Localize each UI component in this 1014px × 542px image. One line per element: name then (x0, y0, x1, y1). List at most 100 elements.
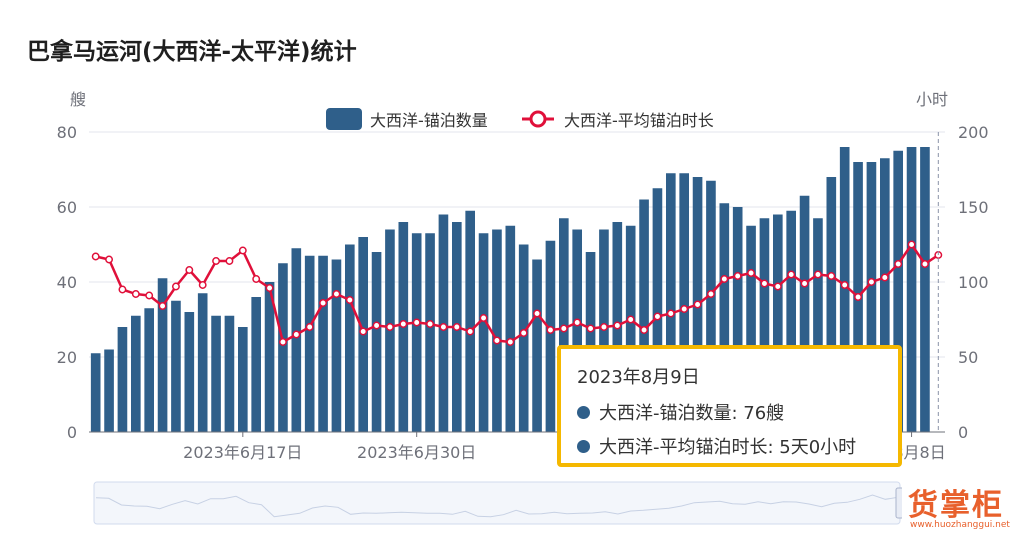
line-point (319, 299, 328, 307)
tooltip-date: 2023年8月9日 (577, 367, 700, 388)
tooltip-duration-text: 大西洋-平均锚泊时长: 5天0小时 (599, 437, 857, 458)
bar (264, 282, 275, 432)
bar (371, 252, 382, 432)
line-point (212, 257, 221, 265)
line-point (292, 330, 301, 339)
line-point (332, 290, 341, 298)
bar (879, 158, 890, 432)
bar (759, 218, 770, 432)
bar (585, 252, 596, 432)
bar (679, 173, 690, 432)
bar (906, 147, 917, 432)
y-right-tick-label: 150 (958, 198, 989, 217)
line-point (171, 282, 180, 291)
chart-title: 巴拿马运河(大西洋-太平洋)统计 (27, 39, 357, 65)
line-point (733, 272, 742, 280)
y-left-tick-label: 40 (57, 273, 77, 292)
line-point (533, 309, 542, 318)
line-point (492, 336, 501, 345)
line-point (840, 281, 849, 289)
bar (572, 229, 583, 432)
line-point (867, 278, 876, 286)
data-zoom-slider (93, 481, 906, 525)
line-point (198, 281, 207, 289)
line-point (640, 326, 649, 334)
line-point (439, 323, 448, 331)
line-point (880, 273, 889, 282)
bar (425, 233, 435, 432)
tooltip: 2023年8月9日 大西洋-锚泊数量: 76艘 大西洋-平均锚泊时长: 5天0小… (557, 345, 902, 467)
bar (237, 327, 248, 432)
line-point (894, 260, 903, 268)
bar (639, 199, 649, 432)
x-tick-label: 2023年6月17日 (183, 443, 302, 462)
bar (197, 293, 208, 432)
watermark-name: 货掌柜 (908, 488, 1004, 523)
bar (786, 210, 797, 432)
y-right-tick-label: 50 (958, 348, 978, 367)
legend-bar-swatch (326, 108, 362, 130)
line-point (720, 275, 729, 283)
bar (665, 173, 676, 432)
bar (130, 315, 141, 432)
line-point (546, 326, 555, 334)
line-point (693, 300, 702, 309)
y-left-unit: 艘 (70, 90, 86, 109)
slider-track (93, 481, 901, 525)
line-point (252, 275, 261, 283)
bar (211, 315, 221, 432)
tooltip-dot-icon (577, 439, 590, 453)
bar (90, 353, 101, 432)
line-point (773, 282, 782, 291)
legend-line-label: 大西洋-平均锚泊时长 (564, 111, 714, 130)
line-point (760, 279, 769, 288)
line-point (747, 269, 756, 277)
line-point (653, 312, 662, 321)
line-point (105, 255, 114, 264)
line-series (91, 240, 943, 346)
y-left-tick-label: 20 (57, 348, 77, 367)
line-point (559, 324, 568, 333)
bar (706, 180, 716, 432)
line-point (800, 279, 809, 288)
line-point (158, 302, 167, 310)
line-point (412, 318, 421, 327)
line-point (813, 270, 822, 279)
line-point (305, 323, 314, 331)
bar (505, 225, 516, 432)
line-point (278, 338, 287, 346)
bar (799, 195, 810, 432)
bar (893, 150, 904, 432)
bar (518, 244, 529, 432)
line-path (95, 243, 939, 344)
y-right-tick-label: 200 (958, 123, 989, 142)
watermark-url: www.huozhanggui.net (910, 520, 1010, 530)
line-point (359, 327, 368, 336)
bar (652, 188, 663, 432)
line-point (452, 323, 461, 331)
line-point (666, 309, 675, 318)
tooltip-count-text: 大西洋-锚泊数量: 76艘 (599, 403, 785, 424)
bar (746, 225, 756, 432)
line-point (573, 318, 582, 327)
bar (826, 177, 837, 432)
bar (184, 312, 195, 432)
y-left-tick-label: 0 (67, 423, 77, 442)
line-point (466, 327, 475, 336)
bar (117, 327, 128, 432)
bar (465, 210, 476, 432)
line-point (145, 291, 154, 300)
y-right-tick-label: 0 (958, 423, 968, 442)
bar-series (90, 147, 930, 432)
bar (157, 278, 168, 432)
line-point (91, 252, 100, 261)
line-point (599, 323, 608, 331)
legend-bar-label: 大西洋-锚泊数量 (370, 111, 488, 130)
line-point (626, 315, 635, 324)
tooltip-dot-icon (577, 405, 590, 419)
line-point (706, 290, 715, 298)
line-point (131, 290, 140, 298)
bar (732, 207, 743, 432)
line-point (385, 323, 394, 331)
